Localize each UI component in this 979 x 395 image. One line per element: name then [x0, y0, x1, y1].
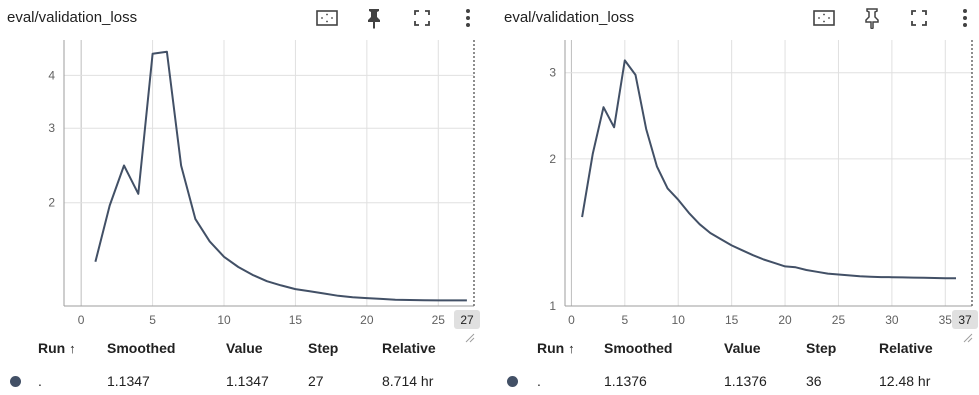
value-header[interactable]: Value — [724, 340, 761, 356]
y-tick-label: 2 — [48, 196, 55, 210]
fit-domain-button[interactable] — [810, 4, 838, 32]
fit-domain-icon — [316, 10, 338, 26]
step-value: 36 — [806, 373, 822, 389]
y-tick-label: 4 — [48, 68, 55, 82]
y-tick-label: 2 — [549, 152, 556, 166]
chart-title: eval/validation_loss — [504, 9, 635, 26]
chart-card: eval/validation_loss 0 5 10 15 20 25 2 3 4 27 Run… — [0, 0, 480, 395]
relative-header[interactable]: Relative — [382, 340, 436, 356]
series-line[interactable] — [581, 59, 956, 280]
step-header[interactable]: Step — [806, 340, 837, 356]
more-button[interactable] — [454, 4, 482, 32]
fit-domain-button[interactable] — [313, 4, 341, 32]
run-color-dot — [507, 376, 518, 387]
fit-domain-icon — [813, 10, 835, 26]
x-tick-label: 10 — [672, 313, 686, 327]
x-tick-label: 20 — [360, 313, 374, 327]
x-tick-label: 20 — [778, 313, 792, 327]
smoothed-header[interactable]: Smoothed — [107, 340, 176, 356]
value-header[interactable]: Value — [226, 340, 263, 356]
step-value: 27 — [308, 373, 324, 389]
step-badge — [454, 310, 480, 329]
x-tick-label: 10 — [217, 313, 231, 327]
more-vert-icon — [466, 9, 470, 27]
fullscreen-button[interactable] — [408, 4, 436, 32]
pin-button[interactable] — [858, 4, 886, 32]
fullscreen-button[interactable] — [905, 4, 933, 32]
smoothed-header[interactable]: Smoothed — [604, 340, 673, 356]
step-badge-label: 27 — [460, 313, 474, 327]
x-tick-label: 5 — [621, 313, 628, 327]
run-name: . — [38, 373, 42, 389]
chart-card: eval/validation_loss 0 5 10 15 20 25 30 35 1 2 3 37… — [497, 0, 979, 395]
pin-icon — [368, 9, 380, 29]
more-button[interactable] — [951, 4, 979, 32]
run-color-dot — [10, 376, 21, 387]
x-tick-label: 0 — [78, 313, 85, 327]
sort-ascending-icon: ↑ — [568, 341, 575, 356]
line-chart: 0 5 10 15 20 25 2 3 4 27 — [48, 40, 480, 343]
smoothed-value: 1.1376 — [604, 373, 647, 389]
step-header[interactable]: Step — [308, 340, 339, 356]
y-tick-label: 3 — [549, 66, 556, 80]
x-tick-label: 0 — [568, 313, 575, 327]
pin-icon — [865, 8, 879, 29]
run-header-label: Run — [537, 340, 565, 356]
pin-button[interactable] — [360, 4, 388, 32]
resize-handle-icon[interactable] — [963, 333, 973, 343]
run-header-label: Run — [38, 340, 66, 356]
run-name: . — [537, 373, 541, 389]
resize-handle-icon[interactable] — [465, 333, 475, 343]
run-header[interactable]: Run ↑ — [38, 340, 76, 356]
relative-value: 12.48 hr — [879, 373, 931, 389]
more-vert-icon — [963, 9, 967, 27]
x-tick-label: 15 — [289, 313, 303, 327]
x-tick-label: 25 — [432, 313, 446, 327]
step-badge-label: 37 — [958, 313, 972, 327]
x-tick-label: 15 — [725, 313, 739, 327]
run-header[interactable]: Run ↑ — [537, 340, 575, 356]
x-tick-label: 5 — [149, 313, 156, 327]
series-line[interactable] — [94, 50, 467, 302]
step-badge — [952, 310, 978, 329]
line-chart: 0 5 10 15 20 25 30 35 1 2 3 37 — [549, 40, 978, 343]
x-tick-label: 25 — [832, 313, 846, 327]
relative-header[interactable]: Relative — [879, 340, 933, 356]
y-tick-label: 1 — [549, 299, 556, 313]
fullscreen-icon — [414, 10, 430, 26]
relative-value: 8.714 hr — [382, 373, 434, 389]
value-value: 1.1347 — [226, 373, 269, 389]
fullscreen-icon — [911, 10, 927, 26]
y-tick-label: 3 — [48, 121, 55, 135]
smoothed-value: 1.1347 — [107, 373, 150, 389]
x-tick-label: 35 — [939, 313, 953, 327]
chart-title: eval/validation_loss — [7, 9, 138, 26]
sort-ascending-icon: ↑ — [69, 341, 76, 356]
x-tick-label: 30 — [885, 313, 899, 327]
value-value: 1.1376 — [724, 373, 767, 389]
